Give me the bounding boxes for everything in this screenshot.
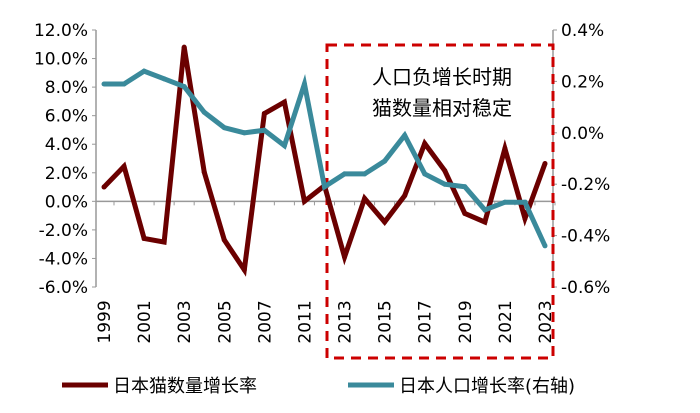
cat-point-2021 <box>502 146 508 152</box>
x-tick-label: 1999 <box>95 300 115 343</box>
annotation-line-1: 人口负增长时期 <box>372 65 512 89</box>
x-tick-label: 2011 <box>295 300 315 343</box>
population-point-2016 <box>402 132 408 138</box>
population-point-2002 <box>161 76 167 82</box>
cat-point-1999 <box>101 184 107 190</box>
cat-point-2006 <box>241 267 247 273</box>
left-tick-label: 10.0% <box>34 50 88 70</box>
cat-point-2020 <box>482 219 488 225</box>
cat-point-2017 <box>422 141 428 147</box>
left-tick-label: 4.0% <box>45 135 88 155</box>
cat-point-2022 <box>522 215 528 221</box>
left-tick-label: 8.0% <box>45 78 88 98</box>
population-point-2007 <box>261 127 267 133</box>
population-point-2013 <box>342 171 348 177</box>
x-tick-label: 2017 <box>416 300 436 343</box>
x-tick-label: 2013 <box>336 300 356 343</box>
population-point-2003 <box>181 84 187 90</box>
right-tick-label: -0.4% <box>561 227 610 247</box>
x-tick-label: 2005 <box>215 300 235 343</box>
population-point-2022 <box>522 199 528 205</box>
cat-point-2015 <box>382 219 388 225</box>
population-point-2014 <box>362 171 368 177</box>
left-tick-label: 6.0% <box>45 107 88 127</box>
population-point-1999 <box>101 81 107 87</box>
population-point-2020 <box>482 207 488 213</box>
population-point-2017 <box>422 171 428 177</box>
population-point-2012 <box>322 184 327 190</box>
cat-point-2004 <box>201 169 207 175</box>
right-tick-label: -0.2% <box>561 175 610 195</box>
left-tick-label: 12.0% <box>34 21 88 41</box>
legend: 日本猫数量增长率 日本人口增长率(右轴) <box>62 376 575 397</box>
x-tick-label: 2021 <box>496 300 516 343</box>
population-point-2004 <box>201 109 207 115</box>
population-point-2011 <box>301 81 307 87</box>
cat-point-2019 <box>462 210 468 216</box>
x-tick-label: 2019 <box>456 300 476 343</box>
legend-label-population: 日本人口增长率(右轴) <box>399 376 575 397</box>
left-tick-label: 2.0% <box>45 164 88 184</box>
x-tick-label: 2015 <box>376 300 396 343</box>
population-point-2005 <box>221 125 227 131</box>
x-tick-label: 2001 <box>135 300 155 343</box>
annotation-line-2: 猫数量相对稳定 <box>372 96 512 120</box>
population-point-2019 <box>462 184 468 190</box>
x-tick-label: 2007 <box>255 300 275 343</box>
cat-point-2011 <box>301 198 307 204</box>
cat-point-2014 <box>362 195 368 201</box>
cat-point-2016 <box>402 193 408 199</box>
cat-point-2005 <box>221 237 227 243</box>
cat-point-2009 <box>281 99 287 105</box>
cat-point-2002 <box>161 239 167 245</box>
population-point-2006 <box>241 130 247 136</box>
cat-point-2003 <box>181 44 187 50</box>
x-tick-label: 2003 <box>175 300 195 343</box>
population-point-2000 <box>121 81 127 87</box>
cat-point-2013 <box>342 254 348 260</box>
cat-point-2007 <box>261 111 267 117</box>
population-point-2001 <box>141 68 147 74</box>
left-tick-label: -4.0% <box>39 249 88 269</box>
x-tick-label: 2023 <box>536 300 556 343</box>
right-tick-label: -0.6% <box>561 278 610 298</box>
legend-label-cat: 日本猫数量增长率 <box>113 376 257 397</box>
left-tick-label: -2.0% <box>39 221 88 241</box>
right-tick-label: 0.4% <box>561 21 604 41</box>
cat-point-2018 <box>442 168 448 174</box>
population-point-2015 <box>382 158 388 164</box>
population-point-2009 <box>281 143 287 149</box>
left-tick-label: -6.0% <box>39 278 88 298</box>
population-point-2018 <box>442 181 448 187</box>
cat-point-2023 <box>542 160 548 166</box>
population-point-2023 <box>542 243 548 249</box>
right-tick-label: 0.2% <box>561 72 604 92</box>
cat-point-2000 <box>121 163 127 169</box>
left-tick-label: 0.0% <box>45 192 88 212</box>
right-tick-label: 0.0% <box>561 124 604 144</box>
cat-point-2001 <box>141 235 147 241</box>
population-point-2021 <box>502 199 508 205</box>
